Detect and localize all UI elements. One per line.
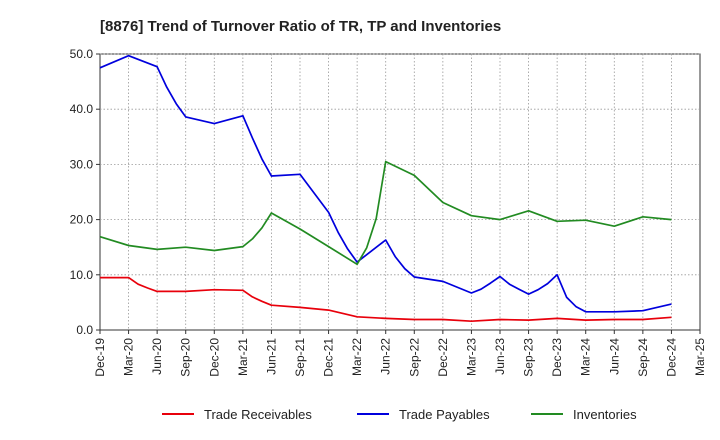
y-tick-label: 30.0 xyxy=(70,157,94,171)
x-tick-label: Mar-25 xyxy=(693,338,707,376)
y-tick-label: 10.0 xyxy=(70,268,94,282)
x-tick-label: Jun-20 xyxy=(150,338,164,375)
y-axis: 0.0 10.0 20.0 30.0 40.0 50.0 xyxy=(70,47,100,337)
legend: Trade Receivables Trade Payables Inventori… xyxy=(162,407,637,422)
gridlines xyxy=(100,53,700,330)
x-tick-label: Mar-24 xyxy=(579,338,593,376)
y-tick-label: 0.0 xyxy=(76,323,93,337)
x-tick-label: Dec-19 xyxy=(93,338,107,377)
x-tick-label: Jun-24 xyxy=(607,338,621,375)
x-tick-label: Jun-23 xyxy=(493,338,507,375)
x-tick-label: Jun-21 xyxy=(264,338,278,375)
x-tick-label: Dec-23 xyxy=(550,338,564,377)
x-tick-label: Jun-22 xyxy=(379,338,393,375)
x-tick-label: Sep-22 xyxy=(407,338,421,377)
chart-title: [8876] Trend of Turnover Ratio of TR, TP… xyxy=(100,18,501,35)
y-tick-label: 50.0 xyxy=(70,47,94,61)
y-tick-label: 20.0 xyxy=(70,213,94,227)
x-tick-label: Sep-21 xyxy=(293,338,307,377)
series-line-trade-receivables xyxy=(100,276,672,323)
x-tick-label: Dec-21 xyxy=(322,338,336,377)
legend-label-trade-payables: Trade Payables xyxy=(399,407,490,422)
x-tick-label: Dec-24 xyxy=(664,338,678,377)
x-tick-label: Dec-20 xyxy=(207,338,221,377)
x-tick-label: Dec-22 xyxy=(436,338,450,377)
x-tick-label: Mar-20 xyxy=(122,338,136,376)
x-axis: Dec-19 Mar-20 Jun-20 Sep-20 Dec-20 Mar-21 Jun-… xyxy=(93,330,707,377)
legend-label-inventories: Inventories xyxy=(573,407,637,422)
x-tick-label: Sep-20 xyxy=(179,338,193,377)
x-tick-label: Mar-23 xyxy=(464,338,478,376)
x-tick-label: Sep-24 xyxy=(636,338,650,377)
x-tick-label: Mar-21 xyxy=(236,338,250,376)
y-tick-label: 40.0 xyxy=(70,102,94,116)
series-lines xyxy=(99,54,672,323)
x-tick-label: Mar-22 xyxy=(350,338,364,376)
series-line-inventories xyxy=(99,160,672,266)
series-line-trade-payables xyxy=(99,54,672,313)
x-tick-label: Sep-23 xyxy=(522,338,536,377)
legend-label-trade-receivables: Trade Receivables xyxy=(204,407,312,422)
plot-area xyxy=(99,53,701,331)
